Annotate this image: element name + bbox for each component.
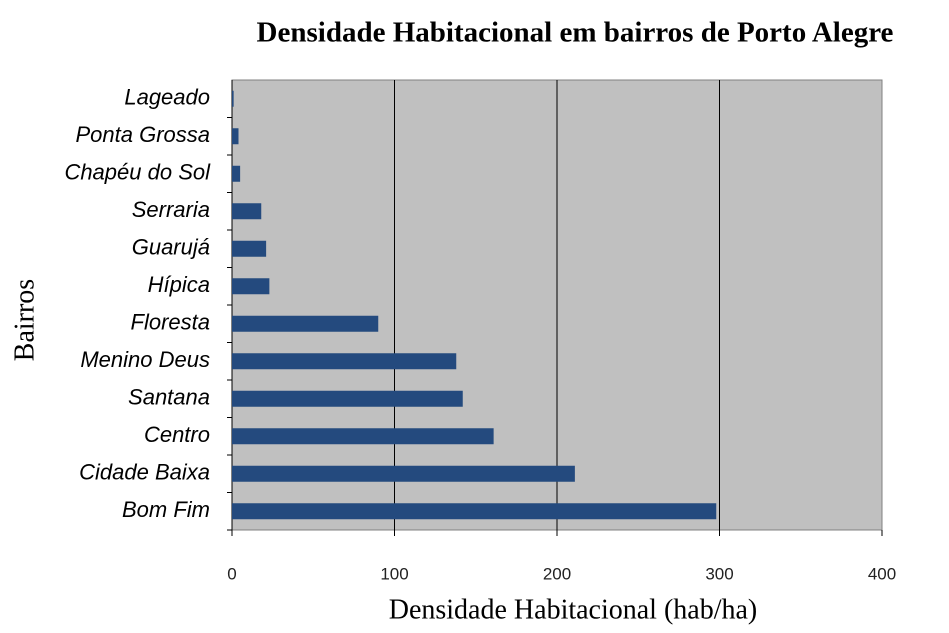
bar xyxy=(232,90,234,107)
bar xyxy=(232,390,463,407)
x-tick-label: 300 xyxy=(705,564,733,583)
chart-title: Densidade Habitacional em bairros de Por… xyxy=(257,17,894,49)
x-tick-label: 0 xyxy=(227,564,236,583)
bar xyxy=(232,128,239,145)
bar xyxy=(232,465,575,482)
y-tick-label: Santana xyxy=(128,385,210,410)
y-tick-label: Lageado xyxy=(124,85,210,110)
y-tick-label: Serraria xyxy=(132,197,210,222)
bar xyxy=(232,278,270,295)
bar xyxy=(232,503,717,520)
bar xyxy=(232,240,267,257)
x-tick-label: 200 xyxy=(543,564,571,583)
y-tick-label: Centro xyxy=(144,422,210,447)
y-tick-label: Bom Fim xyxy=(122,497,210,522)
y-tick-label: Hípica xyxy=(148,272,210,297)
x-axis-label: Densidade Habitacional (hab/ha) xyxy=(389,594,758,625)
bar xyxy=(232,315,379,332)
y-axis-label: Bairros xyxy=(9,279,40,361)
bar xyxy=(232,353,457,370)
bar xyxy=(232,203,262,220)
y-tick-label: Guarujá xyxy=(132,235,210,260)
x-tick-label: 100 xyxy=(380,564,408,583)
bar xyxy=(232,428,494,445)
bar xyxy=(232,165,241,182)
y-tick-label: Floresta xyxy=(131,310,210,335)
y-tick-label: Cidade Baixa xyxy=(79,460,210,485)
y-tick-label: Chapéu do Sol xyxy=(64,160,211,185)
y-tick-label: Menino Deus xyxy=(80,347,210,372)
x-tick-label: 400 xyxy=(868,564,896,583)
y-tick-label: Ponta Grossa xyxy=(75,122,210,147)
